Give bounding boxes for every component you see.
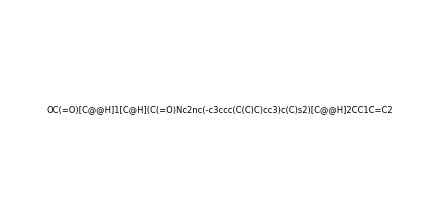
Text: OC(=O)[C@@H]1[C@H](C(=O)Nc2nc(-c3ccc(C(C)C)cc3)c(C)s2)[C@@H]2CC1C=C2: OC(=O)[C@@H]1[C@H](C(=O)Nc2nc(-c3ccc(C(C… [46,106,392,115]
